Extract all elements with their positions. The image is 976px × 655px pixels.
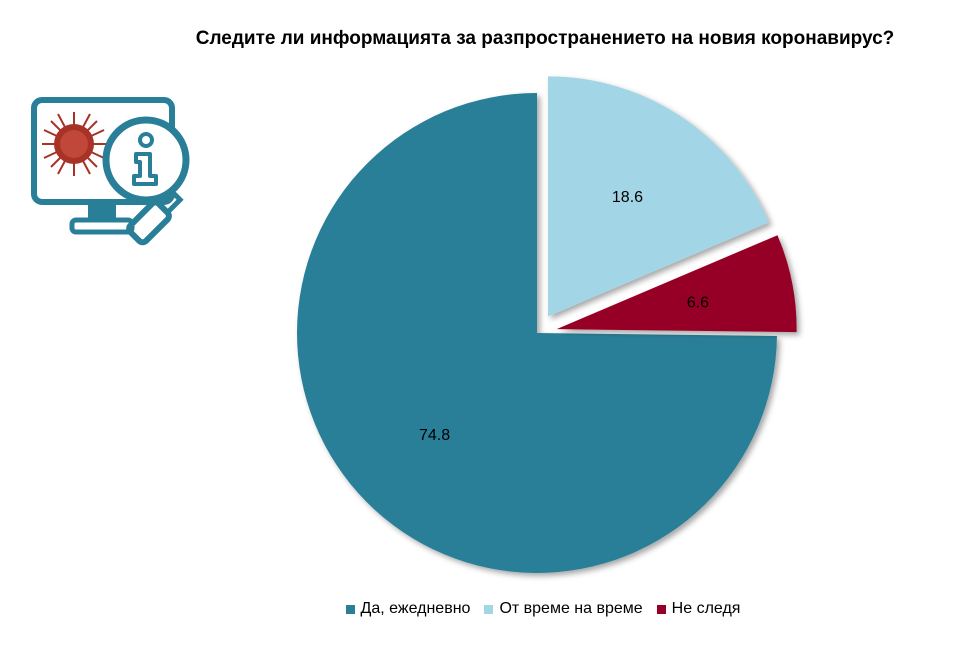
data-label-3: 6.6 (687, 294, 709, 311)
legend-label: Да, ежедневно (360, 600, 471, 617)
legend-swatch (656, 604, 666, 614)
chart-title: Следите ли информацията за разпространен… (195, 28, 895, 49)
legend-swatch (484, 604, 494, 614)
legend-item-2: От време на време (484, 600, 643, 618)
pie-slice-1 (297, 93, 777, 573)
monitor-virus-info-magnifier-icon (31, 97, 190, 246)
legend-swatch (345, 604, 355, 614)
data-label-2: 18.6 (612, 189, 643, 206)
virus-icon (42, 112, 106, 176)
pie-slice-2 (548, 76, 769, 317)
legend-label: От време на време (499, 600, 643, 617)
legend-label: Не следя (671, 600, 741, 617)
chart-legend: Да, ежедневно От време на време Не следя (0, 600, 976, 618)
data-label-1: 74.8 (419, 427, 450, 444)
pie-slice-3 (556, 235, 797, 333)
legend-item-3: Не следя (656, 600, 741, 618)
legend-item-1: Да, ежедневно (345, 600, 471, 618)
